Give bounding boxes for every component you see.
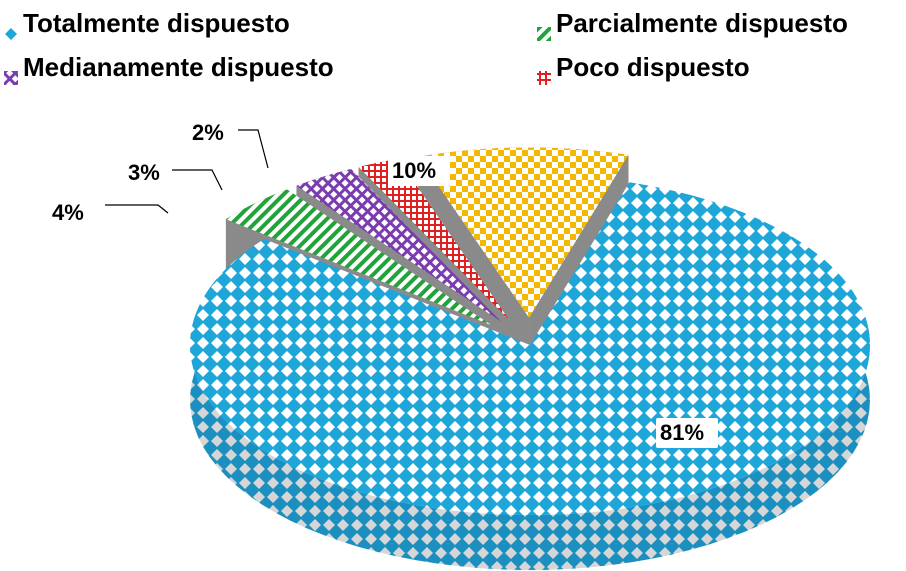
legend-item-totalmente: Totalmente dispuesto [4, 8, 290, 41]
legend-item-poco: Poco dispuesto [537, 52, 750, 85]
legend-label: Medianamente dispuesto [23, 52, 334, 82]
leader-line-parcialmente [105, 204, 169, 214]
legend-item-medianamente: Medianamente dispuesto [4, 52, 334, 85]
data-label-bg-otro [388, 156, 450, 186]
legend-label: Parcialmente dispuesto [556, 8, 848, 38]
legend-label: Poco dispuesto [556, 52, 750, 82]
green-stripe-pattern-icon [537, 17, 551, 41]
leader-line-medianamente [172, 169, 223, 191]
legend-label: Totalmente dispuesto [23, 8, 290, 38]
data-label-parcialmente: 4% [52, 200, 84, 225]
data-label-otro: 10% [392, 158, 436, 183]
data-label-bg-totalmente [656, 418, 718, 448]
purple-cross-pattern-icon [4, 61, 18, 85]
data-label-medianamente: 3% [128, 160, 160, 185]
leader-line-poco [238, 129, 269, 169]
data-label-poco: 2% [192, 120, 224, 145]
legend-item-parcialmente: Parcialmente dispuesto [537, 8, 848, 41]
blue-diamond-pattern-icon [4, 17, 18, 41]
red-grid-pattern-icon [537, 61, 551, 85]
data-label-totalmente: 81% [660, 420, 704, 445]
